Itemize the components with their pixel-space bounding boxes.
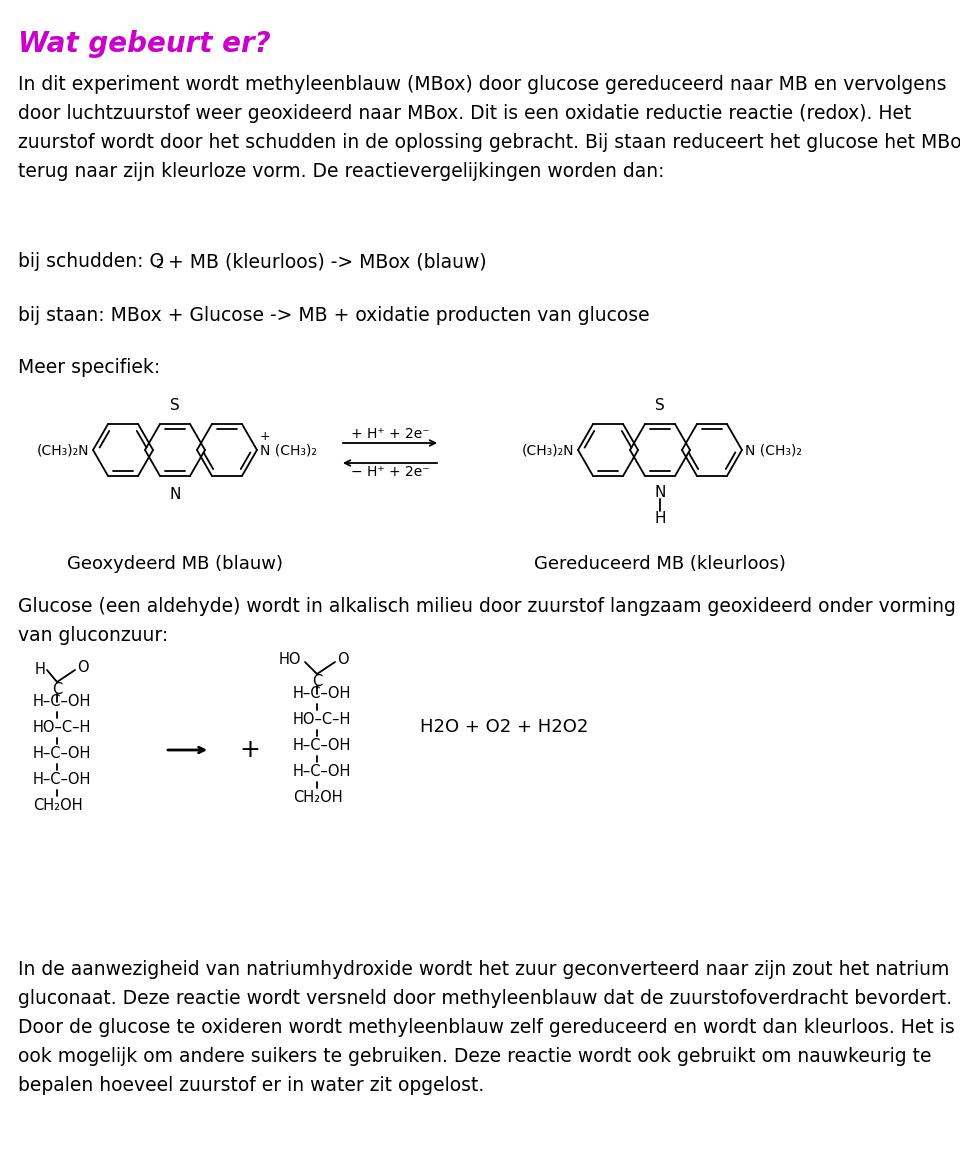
Text: H–C–OH: H–C–OH	[33, 746, 91, 761]
Text: CH₂OH: CH₂OH	[293, 791, 343, 806]
Text: In dit experiment wordt methyleenblauw (MBox) door glucose gereduceerd naar MB e: In dit experiment wordt methyleenblauw (…	[18, 75, 947, 94]
Text: bij schudden: O: bij schudden: O	[18, 252, 164, 271]
Text: N: N	[169, 487, 180, 502]
Text: Door de glucose te oxideren wordt methyleenblauw zelf gereduceerd en wordt dan k: Door de glucose te oxideren wordt methyl…	[18, 1018, 955, 1037]
Text: bij staan: MBox + Glucose -> MB + oxidatie producten van glucose: bij staan: MBox + Glucose -> MB + oxidat…	[18, 306, 650, 325]
Text: S: S	[655, 398, 665, 413]
Text: (CH₃)₂N: (CH₃)₂N	[521, 443, 574, 457]
Text: H–C–OH: H–C–OH	[33, 773, 91, 787]
Text: H2O + O2 + H2O2: H2O + O2 + H2O2	[420, 718, 588, 735]
Text: N (CH₃)₂: N (CH₃)₂	[260, 443, 317, 457]
Text: H–C–OH: H–C–OH	[293, 686, 351, 701]
Text: (CH₃)₂N: (CH₃)₂N	[36, 443, 89, 457]
Text: C: C	[312, 674, 323, 689]
Text: 2: 2	[155, 258, 163, 271]
Text: door luchtzuurstof weer geoxideerd naar MBox. Dit is een oxidatie reductie react: door luchtzuurstof weer geoxideerd naar …	[18, 104, 911, 123]
Text: N: N	[655, 484, 665, 500]
Text: bepalen hoeveel zuurstof er in water zit opgelost.: bepalen hoeveel zuurstof er in water zit…	[18, 1076, 484, 1096]
Text: gluconaat. Deze reactie wordt versneld door methyleenblauw dat de zuurstofoverdr: gluconaat. Deze reactie wordt versneld d…	[18, 989, 952, 1008]
Text: H–C–OH: H–C–OH	[33, 694, 91, 710]
Text: H: H	[655, 511, 665, 526]
Text: Gereduceerd MB (kleurloos): Gereduceerd MB (kleurloos)	[534, 555, 786, 572]
Text: HO–C–H: HO–C–H	[293, 712, 351, 727]
Text: + H⁺ + 2e⁻: + H⁺ + 2e⁻	[350, 427, 429, 441]
Text: +: +	[260, 430, 271, 443]
Text: S: S	[170, 398, 180, 413]
Text: N (CH₃)₂: N (CH₃)₂	[745, 443, 802, 457]
Text: HO: HO	[278, 652, 301, 667]
Text: Geoxydeerd MB (blauw): Geoxydeerd MB (blauw)	[67, 555, 283, 572]
Text: HO–C–H: HO–C–H	[33, 720, 91, 735]
Text: H–C–OH: H–C–OH	[293, 739, 351, 753]
Text: Wat gebeurt er?: Wat gebeurt er?	[18, 30, 271, 57]
Text: van gluconzuur:: van gluconzuur:	[18, 626, 168, 645]
Text: Glucose (een aldehyde) wordt in alkalisch milieu door zuurstof langzaam geoxidee: Glucose (een aldehyde) wordt in alkalisc…	[18, 597, 956, 616]
Text: ook mogelijk om andere suikers te gebruiken. Deze reactie wordt ook gebruikt om : ook mogelijk om andere suikers te gebrui…	[18, 1047, 931, 1066]
Text: CH₂OH: CH₂OH	[33, 799, 83, 814]
Text: In de aanwezigheid van natriumhydroxide wordt het zuur geconverteerd naar zijn z: In de aanwezigheid van natriumhydroxide …	[18, 960, 949, 979]
Text: Meer specifiek:: Meer specifiek:	[18, 358, 160, 377]
Text: C: C	[52, 682, 62, 697]
Text: + MB (kleurloos) -> MBox (blauw): + MB (kleurloos) -> MBox (blauw)	[162, 252, 487, 271]
Text: − H⁺ + 2e⁻: − H⁺ + 2e⁻	[350, 465, 429, 479]
Text: O: O	[77, 660, 88, 676]
Text: terug naar zijn kleurloze vorm. De reactievergelijkingen worden dan:: terug naar zijn kleurloze vorm. De react…	[18, 162, 664, 181]
Text: H: H	[35, 663, 45, 678]
Text: +: +	[240, 738, 260, 762]
Text: O: O	[337, 652, 348, 667]
Text: zuurstof wordt door het schudden in de oplossing gebracht. Bij staan reduceert h: zuurstof wordt door het schudden in de o…	[18, 133, 960, 152]
Text: H–C–OH: H–C–OH	[293, 765, 351, 780]
